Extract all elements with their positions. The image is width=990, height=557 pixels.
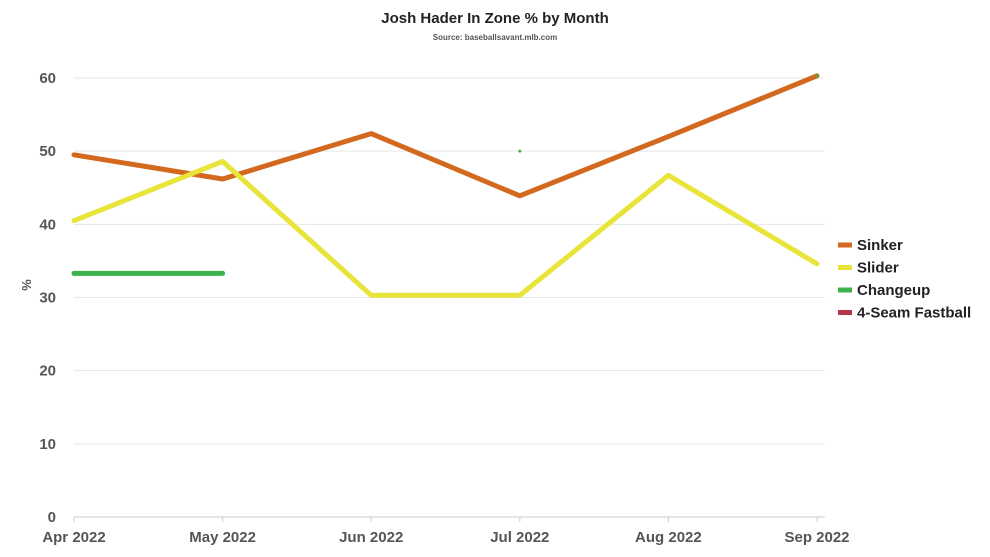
y-tick-label: 50: [39, 143, 56, 160]
x-tick-label: Jul 2022: [490, 529, 549, 546]
y-tick-label: 30: [39, 290, 56, 307]
legend-swatch: [838, 310, 852, 315]
x-tick-label: May 2022: [189, 529, 256, 546]
legend-item[interactable]: Slider: [838, 260, 899, 277]
chart-title: Josh Hader In Zone % by Month: [381, 10, 609, 27]
legend-swatch: [838, 242, 852, 248]
series-changeup: [71, 74, 819, 276]
y-tick-label: 60: [39, 70, 56, 87]
series-line: [71, 73, 820, 199]
y-tick-labels: 0 10 20 30 40 50 60: [39, 70, 56, 526]
series-lines: [71, 73, 820, 298]
legend-label: Sinker: [857, 237, 903, 254]
x-tick-label: Sep 2022: [784, 529, 849, 546]
legend-item[interactable]: Sinker: [838, 237, 903, 254]
gridlines: [74, 77, 825, 518]
legend-swatch: [838, 265, 852, 270]
x-tick-labels: Apr 2022 May 2022 Jun 2022 Jul 2022 Aug 2022…: [42, 517, 850, 546]
y-tick-label: 20: [39, 363, 56, 380]
series-slider: [71, 158, 820, 298]
legend-label: Slider: [857, 260, 899, 277]
x-tick-label: Apr 2022: [42, 529, 105, 546]
series-line: [71, 158, 820, 298]
legend-label: 4-Seam Fastball: [857, 305, 971, 322]
series-sinker: [71, 73, 820, 199]
data-point: [518, 149, 522, 153]
chart-subtitle: Source: baseballsavant.mlb.com: [433, 33, 558, 42]
data-point: [815, 74, 819, 78]
x-tick-label: Aug 2022: [635, 529, 702, 546]
legend-item[interactable]: 4-Seam Fastball: [838, 305, 971, 322]
x-tick-label: Jun 2022: [339, 529, 403, 546]
y-tick-label: 0: [48, 509, 56, 526]
legend-label: Changeup: [857, 282, 930, 299]
y-tick-label: 40: [39, 216, 56, 233]
legend-swatch: [838, 287, 852, 293]
y-axis-label: %: [19, 279, 34, 291]
y-tick-label: 10: [39, 436, 56, 453]
legend: Sinker Slider Changeup 4-Seam Fastball: [838, 237, 971, 322]
legend-item[interactable]: Changeup: [838, 282, 930, 299]
